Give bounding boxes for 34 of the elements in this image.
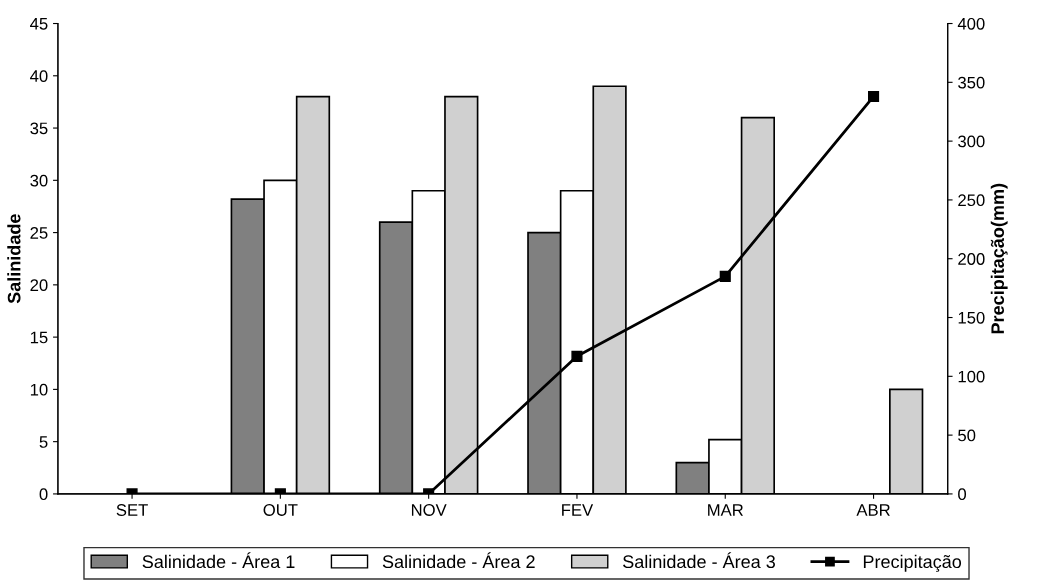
y-axis-title: Salinidade [7, 214, 21, 304]
y-tick-label: 20 [30, 279, 48, 292]
legend-label: Precipitação [863, 554, 962, 572]
y2-tick-label: 100 [958, 370, 985, 383]
y2-tick-label: 250 [958, 194, 985, 207]
y-tick-label: 40 [30, 70, 48, 82]
point [571, 350, 583, 362]
y-tick-label: 45 [30, 18, 48, 30]
legend-label: Salinidade - Área 3 [623, 552, 775, 569]
x-tick-label: NOV [411, 504, 447, 516]
legend-label: Salinidade - Área 1 [142, 552, 295, 569]
y-tick-label: 5 [39, 436, 48, 448]
y2-tick-label: 350 [958, 76, 985, 89]
y-tick-label: 10 [30, 383, 48, 396]
y-tick-label: 0 [39, 488, 48, 501]
y-tick-label: 15 [30, 331, 48, 344]
point [719, 270, 731, 282]
legend-label: Salinidade - Área 2 [382, 552, 535, 569]
y-tick-label: 30 [30, 174, 48, 187]
y2-tick-label: 50 [958, 429, 976, 442]
x-tick-label: FEV [562, 504, 594, 516]
y2-tick-label: 0 [958, 488, 967, 501]
x-tick-label: MAR [708, 504, 743, 516]
y-tick-label: 35 [30, 122, 48, 135]
y2-tick-label: 200 [958, 253, 985, 265]
x-tick-label: SET [116, 504, 148, 516]
x-tick-label: ABR [856, 504, 890, 516]
y-tick-label: 25 [30, 226, 48, 239]
point [867, 90, 880, 102]
x-tick-label: OUT [263, 504, 298, 516]
y2-axis-title: Precipitação(mm) [990, 183, 1008, 334]
y2-tick-label: 150 [958, 311, 985, 324]
y2-tick-label: 300 [958, 135, 985, 148]
y2-tick-label: 400 [957, 17, 985, 30]
